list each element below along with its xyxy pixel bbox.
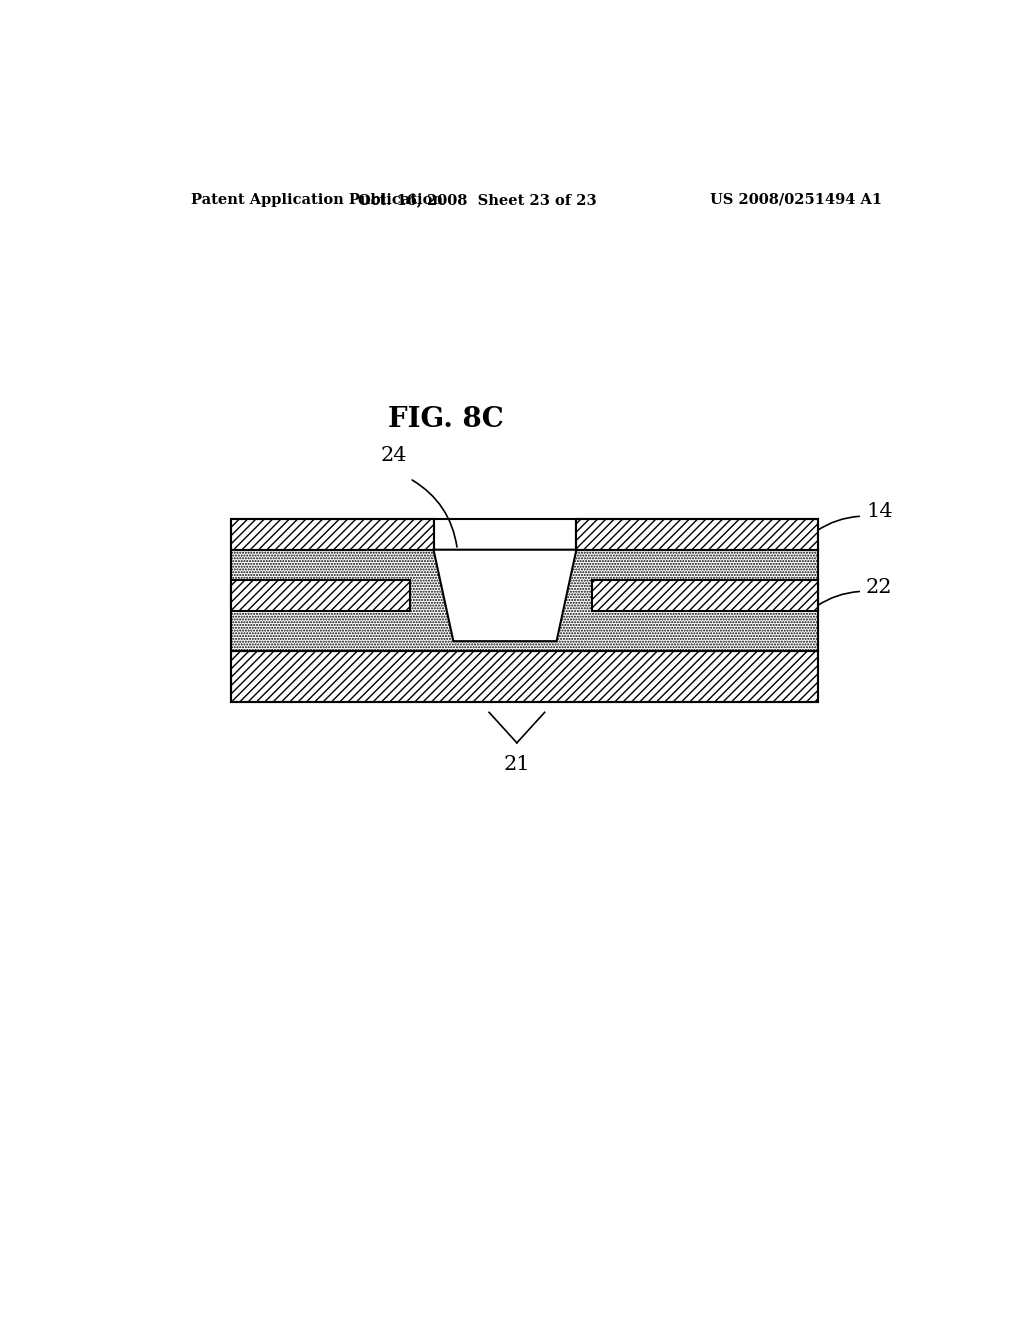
Bar bbox=[231, 581, 410, 611]
Text: FIG. 8C: FIG. 8C bbox=[387, 405, 504, 433]
Text: US 2008/0251494 A1: US 2008/0251494 A1 bbox=[710, 193, 882, 207]
Text: 22: 22 bbox=[866, 578, 893, 597]
Bar bbox=[231, 519, 433, 549]
Text: Patent Application Publication: Patent Application Publication bbox=[191, 193, 443, 207]
Text: 14: 14 bbox=[866, 502, 893, 520]
Text: Oct. 16, 2008  Sheet 23 of 23: Oct. 16, 2008 Sheet 23 of 23 bbox=[357, 193, 597, 207]
Bar bbox=[592, 581, 818, 611]
Bar bbox=[577, 519, 818, 549]
Polygon shape bbox=[433, 549, 577, 642]
Bar bbox=[231, 651, 818, 702]
Text: 21: 21 bbox=[504, 755, 530, 774]
Text: 24: 24 bbox=[381, 446, 408, 466]
Bar bbox=[231, 519, 818, 702]
Bar bbox=[231, 549, 818, 651]
